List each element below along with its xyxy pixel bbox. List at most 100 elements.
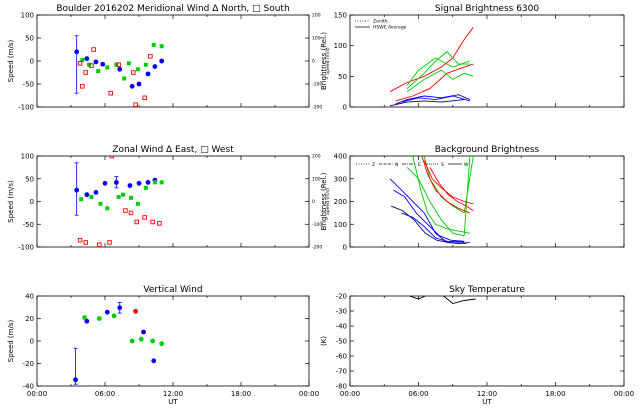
y-right-tick-label: -100 <box>312 222 322 228</box>
y-right-axis-label: Speed (m/s) <box>325 47 331 75</box>
data-point <box>84 318 90 324</box>
series-line <box>409 296 476 304</box>
y-axis-label: (K) <box>320 336 328 346</box>
data-layer <box>74 35 165 107</box>
data-point <box>122 76 127 81</box>
plot-frame <box>349 295 625 387</box>
y-tick-label: -50 <box>23 81 34 89</box>
y-right-tick-label: 0 <box>312 59 315 65</box>
series-line <box>429 167 474 211</box>
x-axis-label: UT <box>168 398 178 406</box>
series-line <box>406 156 471 237</box>
data-point <box>82 315 87 320</box>
y-tick-label: 0 <box>30 58 34 66</box>
data-point <box>138 336 144 342</box>
data-point <box>80 84 85 89</box>
chart-title: Boulder 2016202 Meridional Wind Δ North,… <box>56 4 289 14</box>
data-point <box>105 65 110 70</box>
data-point <box>152 180 157 185</box>
data-point <box>121 192 126 197</box>
data-point <box>128 210 134 216</box>
chart-title: Vertical Wind <box>143 285 202 295</box>
data-layer <box>409 296 476 304</box>
y-tick-label: -40 <box>23 383 34 391</box>
series-line <box>401 212 465 243</box>
data-point <box>127 183 133 188</box>
series-line <box>423 160 474 205</box>
series-line <box>395 63 474 102</box>
series-line <box>390 205 467 245</box>
x-tick-label: 18:00 <box>231 390 251 398</box>
data-point <box>77 61 83 66</box>
data-point <box>84 192 90 198</box>
data-point <box>74 49 80 55</box>
data-point <box>73 377 78 383</box>
x-tick-label: 00:00 <box>27 390 47 398</box>
x-tick-label: 00:00 <box>299 390 319 398</box>
data-point <box>134 219 139 225</box>
data-point <box>96 316 102 321</box>
legend-label: E <box>418 162 421 168</box>
data-point <box>108 90 113 96</box>
data-point <box>133 102 138 107</box>
y-right-tick-label: -200 <box>312 105 322 111</box>
data-point <box>141 329 146 335</box>
data-point <box>152 64 158 69</box>
data-point <box>159 58 165 64</box>
series-line <box>406 69 474 93</box>
x-tick-label: 06:00 <box>95 390 115 398</box>
x-tick-label: 12:00 <box>477 390 497 398</box>
data-point <box>74 187 80 193</box>
data-point <box>83 70 88 75</box>
y-tick-label: 300 <box>334 175 347 183</box>
series-line <box>395 94 471 105</box>
data-point <box>83 240 88 245</box>
data-point <box>123 208 128 213</box>
y-tick-label: 0 <box>343 244 347 252</box>
x-axis-label: UT <box>482 398 492 406</box>
panel-meridional: Boulder 2016202 Meridional Wind Δ North,… <box>7 4 331 112</box>
y-tick-label: -50 <box>336 338 347 346</box>
data-layer <box>389 27 474 107</box>
legend-label: Zenith <box>373 19 388 25</box>
y-tick-label: 50 <box>25 175 34 183</box>
y-tick-label: -40 <box>336 323 347 331</box>
data-point <box>143 185 148 190</box>
series-line <box>421 156 471 214</box>
data-point <box>79 197 84 202</box>
y-tick-label: 0 <box>30 338 34 346</box>
y-right-tick-label: 0 <box>312 199 315 205</box>
y-tick-label: 150 <box>334 12 347 20</box>
data-point <box>150 338 156 344</box>
y-axis-label: Speed (m/s) <box>7 320 15 363</box>
data-point <box>151 358 157 364</box>
y-axis-label: Speed (m/s) <box>7 180 15 223</box>
panel-skytemp: Sky Temperature -80 -70 -60 -50 -40 -30 -20 00:0… <box>320 285 634 406</box>
legend-label: HSWE Average <box>373 25 407 31</box>
x-tick-label: 12:00 <box>163 390 183 398</box>
data-point <box>77 237 83 243</box>
data-point <box>145 179 151 185</box>
data-point <box>109 156 115 159</box>
data-point <box>105 206 110 211</box>
data-point <box>89 63 94 68</box>
data-point <box>136 180 142 186</box>
y-tick-label: 0 <box>30 198 34 206</box>
data-layer <box>74 156 164 247</box>
data-point <box>133 308 139 314</box>
x-tick-label: 06:00 <box>408 390 428 398</box>
legend-label: S <box>441 162 444 168</box>
data-point <box>136 81 142 87</box>
data-point <box>98 201 103 206</box>
y-tick-label: 100 <box>21 153 34 161</box>
data-point <box>114 62 119 67</box>
chart-title: Background Brightness <box>435 145 540 155</box>
x-tick-label: 00:00 <box>614 390 634 398</box>
y-tick-label: 20 <box>25 315 34 323</box>
chart-title: Zonal Wind Δ East, □ West <box>112 145 234 155</box>
y-tick-label: -20 <box>23 360 34 368</box>
series-line <box>406 51 470 89</box>
y-right-tick-label: -100 <box>312 82 322 88</box>
data-point <box>142 95 147 101</box>
